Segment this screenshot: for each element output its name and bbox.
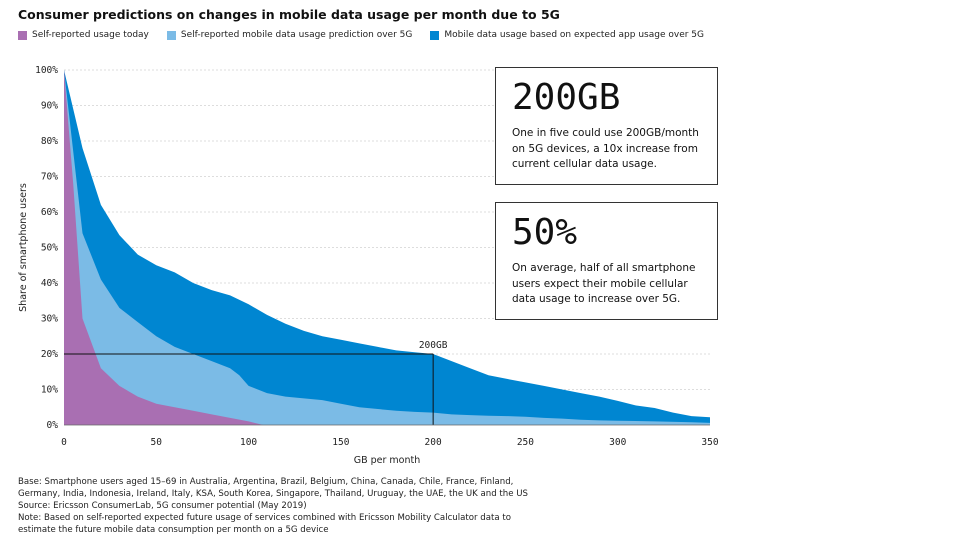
footnote-base-line1: Base: Smartphone users aged 15–69 in Aus… (18, 477, 514, 487)
callout-200gb: 200GB One in five could use 200GB/month … (495, 67, 718, 185)
y-tick-label: 90% (41, 101, 58, 112)
chart-annotation: 200GB (64, 340, 448, 425)
callout-50pct-text: On average, half of all smartphone users… (512, 262, 696, 305)
y-tick-label: 50% (41, 243, 58, 254)
legend-swatch-prediction-5g (166, 30, 176, 40)
x-tick-label: 50 (151, 437, 163, 448)
chart-title: Consumer predictions on changes in mobil… (18, 7, 560, 22)
callout-50pct: 50% On average, half of all smartphone u… (495, 202, 718, 320)
legend-item-prediction-5g: Self-reported mobile data usage predicti… (166, 30, 413, 40)
y-tick-label: 10% (41, 385, 58, 396)
y-tick-label: 0% (47, 420, 59, 431)
y-axis-title: Share of smartphone users (18, 183, 29, 312)
y-tick-label: 30% (41, 314, 58, 325)
footnote-base-line2: Germany, India, Indonesia, Ireland, Ital… (18, 489, 528, 499)
x-tick-label: 350 (701, 437, 718, 448)
callout-50pct-figure: 50% (512, 212, 578, 253)
x-tick-label: 300 (609, 437, 626, 448)
legend-label-app-usage-5g: Mobile data usage based on expected app … (444, 30, 704, 40)
x-tick-label: 200 (425, 437, 442, 448)
area-self-reported-mobile-data-usage-prediction-over-5g (64, 70, 710, 425)
legend-label-prediction-5g: Self-reported mobile data usage predicti… (180, 30, 413, 40)
chart-legend: Self-reported usage today Self-reported … (18, 30, 704, 40)
y-tick-label: 20% (41, 349, 58, 360)
y-tick-label: 80% (41, 136, 58, 147)
callout-200gb-figure: 200GB (512, 77, 621, 118)
x-tick-label: 250 (517, 437, 534, 448)
y-tick-label: 70% (41, 172, 58, 183)
x-tick-label: 150 (332, 437, 349, 448)
y-tick-label: 100% (35, 65, 58, 76)
x-tick-label: 0 (61, 437, 67, 448)
footnotes: Base: Smartphone users aged 15–69 in Aus… (18, 476, 528, 536)
legend-swatch-app-usage-5g (430, 30, 440, 40)
chart-axes: 0% 10% 20% 30% 40% 50% 60% 70% 80% 90% 100% 0 50 100 1… (18, 65, 719, 466)
footnote-note-line1: Note: Based on self-reported expected fu… (18, 513, 512, 523)
legend-item-usage-today: Self-reported usage today (18, 30, 149, 40)
footnote-source: Source: Ericsson ConsumerLab, 5G consume… (18, 501, 307, 511)
chart-areas (64, 70, 710, 425)
legend-swatch-usage-today (18, 30, 27, 40)
area-self-reported-usage-today (64, 70, 264, 425)
footnote-note-line2: estimate the future mobile data consumpt… (18, 525, 329, 535)
y-tick-label: 40% (41, 278, 58, 289)
legend-label-usage-today: Self-reported usage today (32, 30, 149, 40)
y-tick-label: 60% (41, 207, 58, 218)
x-tick-label: 100 (240, 437, 257, 448)
annotation-label: 200GB (419, 340, 448, 351)
x-axis-title: GB per month (354, 455, 421, 466)
area-mobile-data-usage-based-on-expected-app-usage-over-5g (64, 70, 710, 425)
legend-item-app-usage-5g: Mobile data usage based on expected app … (430, 30, 704, 40)
callout-200gb-text: One in five could use 200GB/month on 5G … (512, 127, 699, 170)
